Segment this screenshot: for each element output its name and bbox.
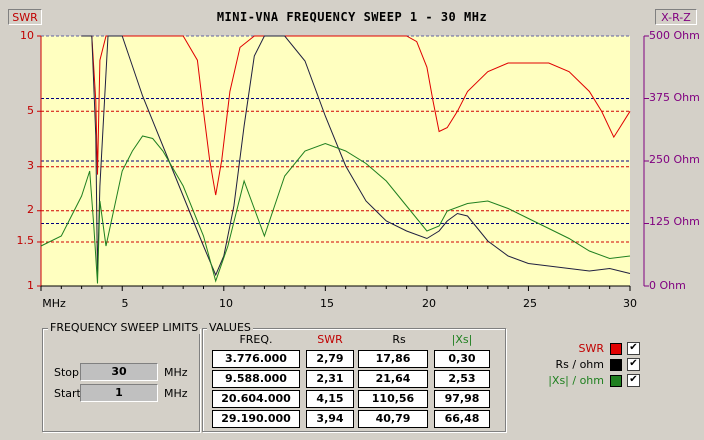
rs-cell: 110,56 (358, 390, 428, 408)
xs-cell: 97,98 (434, 390, 490, 408)
rs-cell: 21,64 (358, 370, 428, 388)
start-label: Start (54, 387, 81, 400)
swr-checkbox[interactable]: ✔ (627, 342, 640, 355)
swr-cell: 2,79 (306, 350, 354, 368)
freq-cell: 29.190.000 (212, 410, 300, 428)
x-tick: 30 (623, 297, 637, 310)
stop-unit: MHz (164, 366, 188, 379)
rs-color-swatch (610, 359, 622, 371)
rs-cell: 17,86 (358, 350, 428, 368)
x-tick: MHz (42, 297, 66, 310)
swr-cell: 3,94 (306, 410, 354, 428)
right-tick: 500 Ohm (649, 29, 700, 42)
swr-header: SWR (317, 333, 343, 346)
swr-cell: 2,31 (306, 370, 354, 388)
x-tick: 20 (422, 297, 436, 310)
x-tick: 10 (219, 297, 233, 310)
xs-color-swatch (610, 375, 622, 387)
x-tick: 25 (523, 297, 537, 310)
left-tick: 2 (27, 203, 34, 216)
x-tick: 15 (320, 297, 334, 310)
right-tick: 125 Ohm (649, 215, 700, 228)
rs-trace (81, 35, 631, 277)
swr-cell: 4,15 (306, 390, 354, 408)
left-tick: 3 (27, 159, 34, 172)
legend-swr-label: SWR (578, 342, 604, 355)
values-title: VALUES (207, 321, 253, 334)
right-tick: 250 Ohm (649, 153, 700, 166)
values-group (202, 328, 506, 432)
left-tick: 10 (20, 29, 34, 42)
left-tick: 1.5 (16, 234, 35, 247)
xs-cell: 0,30 (434, 350, 490, 368)
xs-checkbox[interactable]: ✔ (627, 374, 640, 387)
legend-xs-label: |Xs| / ohm (548, 374, 604, 387)
xs-cell: 66,48 (434, 410, 490, 428)
sweep-chart (37, 35, 649, 291)
rs-cell: 40,79 (358, 410, 428, 428)
right-tick: 375 Ohm (649, 91, 700, 104)
stop-freq-field[interactable]: 30 (80, 363, 158, 381)
legend-rs-label: Rs / ohm (555, 358, 605, 371)
freq-cell: 3.776.000 (212, 350, 300, 368)
xrz-button[interactable]: X-R-Z (655, 9, 697, 25)
start-unit: MHz (164, 387, 188, 400)
xs-trace (40, 135, 631, 284)
rs-checkbox[interactable]: ✔ (627, 358, 640, 371)
rs-header: Rs (392, 333, 406, 346)
left-tick: 5 (27, 104, 34, 117)
xs-cell: 2,53 (434, 370, 490, 388)
freq-cell: 9.588.000 (212, 370, 300, 388)
swr-trace (81, 35, 631, 196)
x-tick: 5 (121, 297, 129, 310)
page-title: MINI-VNA FREQUENCY SWEEP 1 - 30 MHz (216, 10, 488, 24)
freq-header: FREQ. (239, 333, 273, 346)
start-freq-field[interactable]: 1 (80, 384, 158, 402)
xs-header: |Xs| (451, 333, 473, 346)
swr-button[interactable]: SWR (8, 9, 42, 25)
stop-label: Stop (54, 366, 80, 379)
freq-cell: 20.604.000 (212, 390, 300, 408)
swr-color-swatch (610, 343, 622, 355)
sweep-limits-title: FREQUENCY SWEEP LIMITS (48, 321, 201, 334)
right-tick: 0 Ohm (649, 279, 686, 292)
left-tick: 1 (27, 279, 34, 292)
